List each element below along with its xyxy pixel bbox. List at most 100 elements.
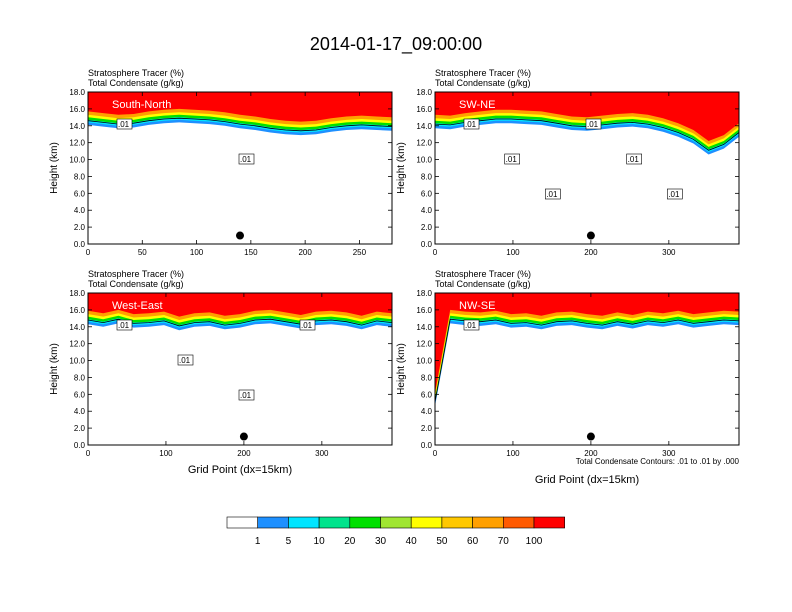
y-tick-label: 12.0 [416,139,432,148]
left-title-2: Total Condensate (g/kg) [88,78,184,88]
condensate-contour [88,117,392,132]
x-tick-label: 0 [433,248,438,257]
colorbar-swatch [502,516,535,529]
panel-label: NW-SE [459,300,495,312]
plot-frame [434,91,740,245]
colorbar-swatch [226,516,259,529]
x-axis-label: Grid Point (dx=15km) [188,464,292,476]
x-tick-label: 0 [86,248,91,257]
x-tick-label: 300 [662,449,676,458]
contour-label: .01 [504,153,520,165]
colorbar: 1 5 10 20 30 40 50 60 70 100 [226,516,566,547]
contour-label: .01 [667,188,683,200]
contour-label: .01 [626,153,642,165]
y-tick-label: 2.0 [74,223,86,232]
colorbar-swatch [472,516,504,529]
y-tick-label: 0.0 [74,240,86,249]
y-tick-label: 14.0 [69,323,85,332]
tracer-band-4 [435,293,739,399]
contour-label: .01 [545,188,561,200]
colorbar-label: 60 [467,536,479,547]
panel-label: SW-NE [459,99,495,111]
svg-text:.01: .01 [240,155,252,164]
contour-label: .01 [177,354,194,366]
colorbar-label: 1 [255,536,261,547]
x-tick-label: 0 [433,449,438,458]
condensate-contour [88,318,392,327]
svg-text:.01: .01 [506,155,518,164]
x-tick-label: 100 [190,248,204,257]
y-tick-label: 18.0 [69,289,85,298]
x-tick-label: 0 [86,449,91,458]
svg-text:.01: .01 [301,321,313,330]
y-tick-label: 0.0 [421,441,433,450]
x-tick-label: 200 [237,449,251,458]
left-title-1: Stratosphere Tracer (%) [435,269,531,279]
y-tick-label: 12.0 [416,340,432,349]
location-marker [586,231,595,240]
y-tick-label: 16.0 [416,306,432,315]
y-axis-label: Height (km) [396,343,407,395]
x-axis-label: Grid Point (dx=15km) [535,474,639,486]
y-tick-label: 0.0 [421,240,433,249]
y-tick-label: 6.0 [421,189,433,198]
svg-text:.01: .01 [587,120,599,129]
panel-label: West-East [112,300,163,312]
svg-text:.01: .01 [118,120,130,129]
svg-text:.01: .01 [179,356,191,365]
x-tick-label: 100 [506,248,520,257]
location-marker [586,432,595,441]
tracer-band-6 [435,293,739,393]
x-tick-label: 100 [506,449,520,458]
contour-label: .01 [463,319,480,331]
colorbar-label: 30 [375,536,387,547]
panel-2: .01 .01 .01 .01 .01 .01 SW-NE Stratosphere Trac… [396,68,740,257]
tracer-band-6 [88,92,392,122]
y-tick-label: 12.0 [69,340,85,349]
colorbar-label: 5 [286,536,292,547]
panels-group: .01 .01 South-North Stratosphere Tracer (%)… [49,68,740,486]
y-tick-label: 14.0 [69,122,85,131]
y-tick-label: 10.0 [416,357,432,366]
tracer-band-3 [435,293,739,402]
svg-text:.01: .01 [240,391,252,400]
y-tick-label: 4.0 [421,206,433,215]
y-tick-label: 2.0 [421,424,433,433]
y-tick-label: 10.0 [69,156,85,165]
y-tick-label: 14.0 [416,122,432,131]
left-title-1: Stratosphere Tracer (%) [435,68,531,78]
contour-label: .01 [116,118,133,130]
colorbar-swatch [349,516,381,529]
condensate-contour [435,318,739,402]
x-tick-label: 200 [584,449,598,458]
svg-text:.01: .01 [465,321,477,330]
y-tick-label: 18.0 [69,88,85,97]
colorbar-swatch [441,516,473,529]
y-tick-label: 18.0 [416,88,432,97]
plot-frame [434,292,740,446]
panel-1: .01 .01 South-North Stratosphere Tracer (%)… [49,68,393,257]
location-marker [236,231,244,240]
x-tick-label: 50 [138,248,147,257]
colorbar-swatch [410,516,443,529]
y-tick-label: 16.0 [69,306,85,315]
x-tick-label: 300 [315,449,329,458]
colorbar-swatch [533,516,566,529]
y-tick-label: 8.0 [74,172,86,181]
panel-3: .01 .01 .01 .01 West-East Stratosphere Tracer… [49,269,393,476]
left-title-2: Total Condensate (g/kg) [435,279,531,289]
contour-footnote: Total Condensate Contours: .01 to .01 by… [576,457,740,466]
colorbar-label: 10 [314,536,326,547]
y-tick-label: 8.0 [421,373,433,382]
x-tick-label: 300 [662,248,676,257]
contour-label: .01 [116,319,133,331]
y-axis-label: Height (km) [396,142,407,194]
contour-label: .01 [238,153,255,165]
y-tick-label: 12.0 [69,139,85,148]
y-tick-label: 6.0 [74,189,86,198]
colorbar-label: 70 [498,536,510,547]
left-title-2: Total Condensate (g/kg) [88,279,184,289]
y-tick-label: 16.0 [416,105,432,114]
y-tick-label: 2.0 [421,223,433,232]
